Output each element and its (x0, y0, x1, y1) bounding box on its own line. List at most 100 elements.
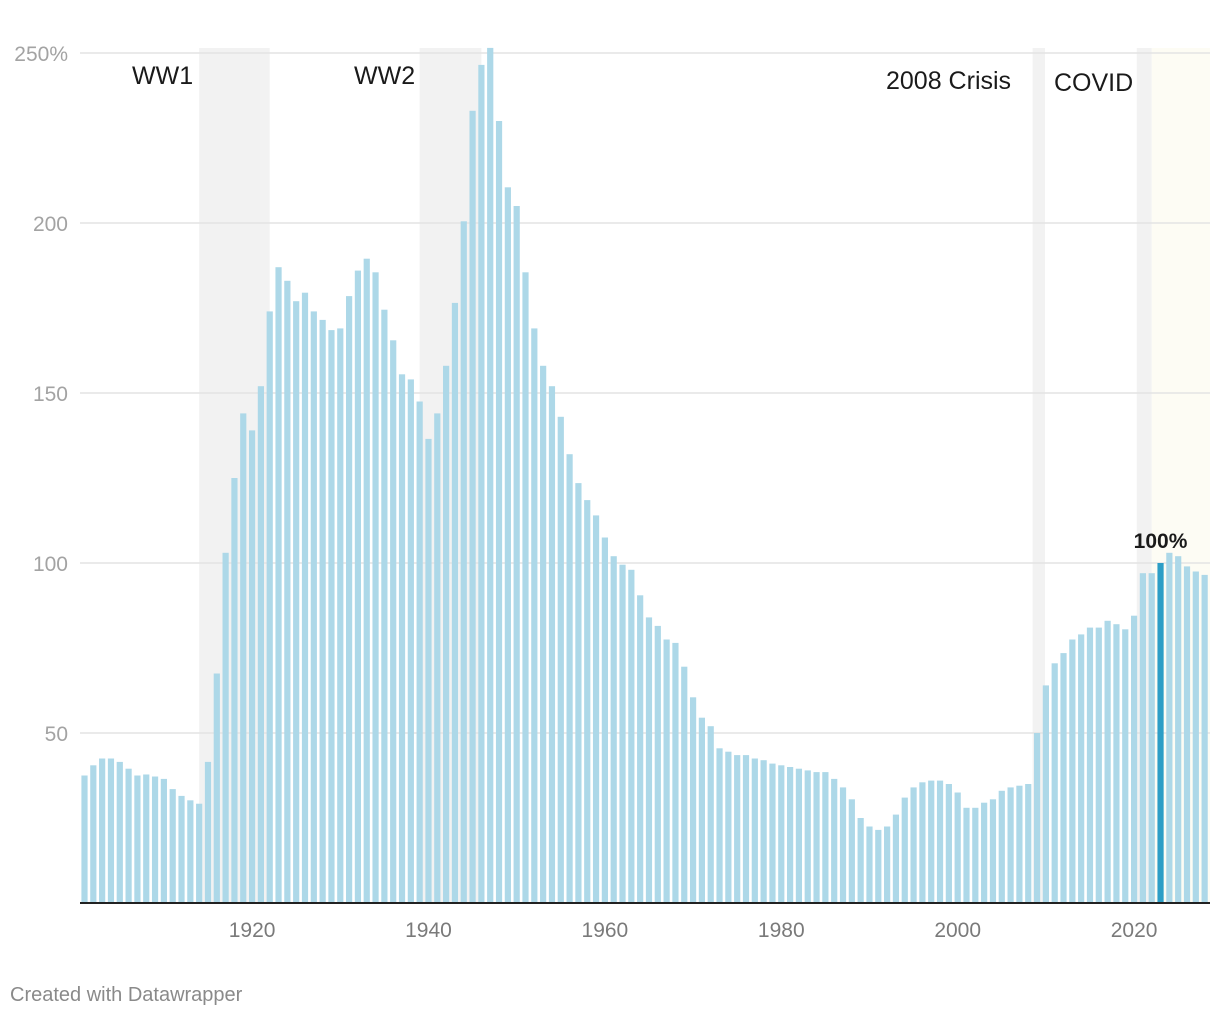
bar (416, 401, 423, 903)
bar (363, 258, 370, 903)
bar-highlight (1157, 563, 1164, 903)
bar (1104, 620, 1111, 903)
bar (795, 768, 803, 903)
bar (663, 639, 670, 903)
bar (857, 818, 864, 903)
bar (1175, 556, 1182, 903)
bar (601, 537, 608, 903)
x-tick-label: 1960 (582, 919, 629, 942)
bar (1025, 784, 1032, 903)
bar (513, 206, 520, 903)
bar (575, 483, 582, 903)
bar (81, 775, 88, 903)
bar (778, 765, 785, 903)
bar (443, 365, 450, 903)
bar (989, 799, 997, 903)
x-tick-label: 1920 (229, 919, 276, 942)
bar (504, 187, 511, 904)
bar (804, 770, 811, 903)
bar (319, 319, 326, 903)
bar (257, 386, 264, 903)
bar (1069, 639, 1076, 903)
bar (460, 221, 467, 904)
bar (240, 413, 247, 903)
bar (919, 782, 926, 903)
bar (910, 787, 917, 903)
bar (716, 748, 723, 903)
bar (337, 328, 344, 903)
annotation-covid: COVID (1054, 69, 1133, 97)
bars (81, 47, 1208, 904)
bar (90, 765, 97, 903)
bar (99, 758, 106, 903)
bar (231, 478, 238, 903)
bar (425, 438, 432, 903)
bar (1078, 634, 1085, 903)
bar (936, 780, 944, 903)
bar (884, 826, 891, 903)
bar (698, 717, 705, 903)
bar (981, 802, 988, 903)
bar (1183, 566, 1191, 903)
bar (892, 814, 900, 903)
bar (1033, 733, 1041, 903)
bar (1051, 663, 1058, 903)
bar (1095, 627, 1102, 903)
bar (760, 760, 767, 903)
bar (822, 772, 829, 903)
bar (1086, 627, 1094, 903)
bar (1201, 574, 1208, 903)
bar (328, 330, 335, 904)
y-tick-label: 50 (45, 723, 68, 746)
bar (187, 800, 194, 903)
bar (813, 772, 820, 903)
bar (107, 758, 115, 903)
bar (381, 309, 388, 903)
bar (160, 778, 167, 903)
bar (954, 792, 961, 903)
bar (566, 454, 573, 903)
bar (751, 758, 758, 903)
bar (998, 790, 1005, 903)
period-annotations: WW1 WW2 2008 Crisis COVID (132, 62, 1133, 97)
bar (346, 296, 353, 904)
bar (557, 416, 564, 903)
bar (707, 726, 714, 903)
bar (487, 47, 494, 903)
bar (928, 780, 935, 903)
bar (769, 763, 776, 903)
bar (275, 267, 282, 903)
bar (1113, 624, 1120, 903)
bar (963, 807, 970, 903)
bar (495, 121, 503, 903)
bar (284, 280, 291, 903)
x-tick-label: 1980 (758, 919, 805, 942)
bar (628, 569, 635, 903)
bar (875, 829, 882, 903)
bar (151, 776, 159, 903)
bar (1007, 787, 1014, 903)
bar (540, 365, 547, 903)
bar (672, 642, 679, 903)
bar (390, 340, 397, 903)
bar (125, 768, 132, 903)
bar (848, 799, 855, 903)
bar (787, 767, 794, 903)
bar (1166, 552, 1173, 903)
bar (301, 292, 309, 903)
x-tick-label: 2020 (1111, 919, 1158, 942)
bar (204, 761, 212, 903)
bar (681, 666, 688, 903)
bar (398, 374, 406, 903)
bar (116, 761, 123, 903)
x-tick-label: 1940 (405, 919, 452, 942)
bar (1060, 653, 1067, 903)
bar (945, 784, 952, 903)
bar (831, 778, 838, 903)
bar (610, 556, 617, 903)
bar (645, 617, 653, 903)
bar (689, 697, 697, 903)
bar (1042, 685, 1049, 903)
bar (839, 787, 847, 903)
bar (866, 826, 873, 903)
